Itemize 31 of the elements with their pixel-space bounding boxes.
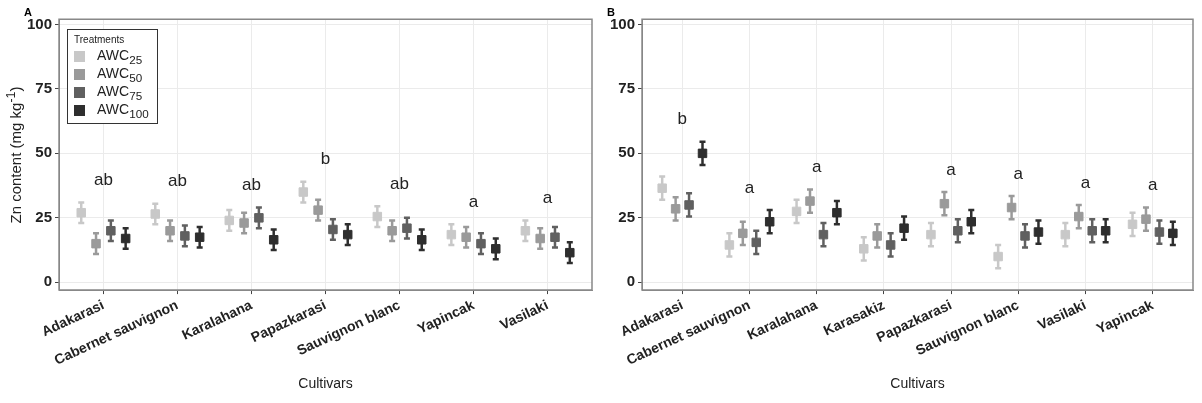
y-tick-label: 0: [626, 272, 636, 290]
legend-label: AWC$_{100}$: [97, 100, 149, 120]
annotation: b: [320, 149, 331, 169]
annotation: ab: [168, 171, 187, 191]
legend-label: AWC$_{75}$: [97, 82, 143, 102]
x-axis-title: Cultivars: [890, 375, 945, 392]
legend-label: AWC$_{25}$: [97, 46, 143, 66]
annotation: a: [1080, 172, 1091, 192]
chart-title: A: [24, 5, 32, 18]
legend-label: AWC$_{50}$: [97, 64, 143, 84]
annotation: a: [1013, 163, 1024, 183]
annotation: a: [946, 159, 957, 179]
annotation: ab: [242, 175, 261, 195]
y-tick-label: 75: [618, 79, 636, 96]
y-tick-label: 25: [618, 208, 636, 225]
annotation: a: [811, 157, 822, 177]
annotation: a: [468, 192, 479, 211]
annotation: ab: [93, 170, 113, 190]
legend-title: Treatments: [74, 34, 126, 46]
annotation: b: [677, 109, 688, 129]
y-tick-label: 75: [35, 79, 53, 96]
chart-title: B: [607, 5, 615, 18]
y-tick-label: 0: [43, 272, 53, 290]
annotation: a: [744, 177, 755, 197]
annotation: a: [1147, 175, 1158, 195]
y-tick-label: 50: [618, 143, 636, 161]
y-tick-label: 25: [35, 208, 53, 225]
annotation: a: [542, 188, 553, 208]
x-axis-title: Cultivars: [298, 375, 353, 392]
y-tick-label: 50: [35, 143, 53, 161]
annotation: ab: [390, 173, 409, 193]
